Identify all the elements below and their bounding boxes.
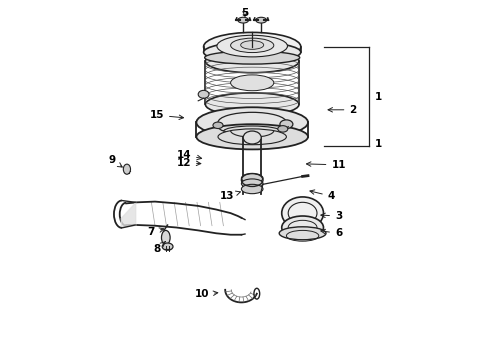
Ellipse shape — [204, 32, 301, 61]
Text: 2: 2 — [328, 105, 357, 115]
Ellipse shape — [213, 122, 223, 129]
Ellipse shape — [242, 174, 263, 183]
Ellipse shape — [256, 17, 267, 23]
Text: 12: 12 — [176, 158, 201, 168]
Text: 11: 11 — [306, 160, 346, 170]
Ellipse shape — [204, 42, 301, 62]
Text: 6: 6 — [321, 228, 342, 238]
Text: 10: 10 — [195, 289, 218, 300]
Text: 3: 3 — [321, 211, 342, 221]
Ellipse shape — [242, 179, 263, 188]
Text: 1: 1 — [374, 139, 382, 149]
Text: 7: 7 — [147, 227, 164, 237]
Ellipse shape — [278, 126, 288, 132]
Text: 14: 14 — [176, 150, 201, 160]
Ellipse shape — [162, 243, 173, 250]
Text: 9: 9 — [108, 155, 122, 167]
Ellipse shape — [279, 227, 326, 240]
Ellipse shape — [205, 51, 300, 64]
Ellipse shape — [196, 124, 308, 149]
Ellipse shape — [231, 75, 274, 91]
Text: 4: 4 — [310, 190, 335, 201]
Text: 1: 1 — [374, 92, 382, 102]
Ellipse shape — [196, 107, 308, 138]
Ellipse shape — [205, 50, 299, 73]
Ellipse shape — [205, 93, 299, 116]
Ellipse shape — [243, 131, 261, 144]
Ellipse shape — [231, 38, 274, 53]
Ellipse shape — [282, 216, 323, 239]
Text: 15: 15 — [149, 110, 184, 120]
Text: 8: 8 — [153, 242, 165, 254]
Ellipse shape — [123, 164, 130, 174]
Ellipse shape — [217, 35, 288, 57]
Text: 13: 13 — [220, 191, 241, 201]
Ellipse shape — [282, 197, 323, 229]
Ellipse shape — [198, 90, 209, 98]
Text: 5: 5 — [242, 8, 248, 18]
Ellipse shape — [238, 17, 248, 23]
Ellipse shape — [280, 120, 293, 129]
Ellipse shape — [162, 230, 170, 245]
Ellipse shape — [242, 184, 263, 194]
Ellipse shape — [241, 41, 264, 49]
